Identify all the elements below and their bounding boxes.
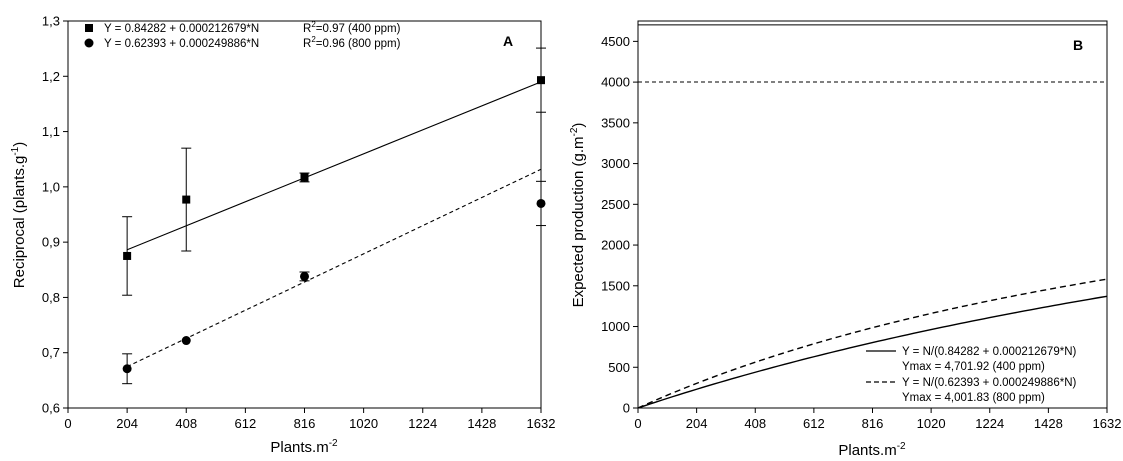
panel-a-y-tick-label: 0,9 [42, 235, 60, 250]
panel-a-ylabel-main: Reciprocal (plants.g [11, 156, 28, 289]
panel-b-x-tick-label: 1020 [917, 416, 946, 431]
panel-a-fit-line-1 [126, 81, 542, 251]
panel-a-y-tick-label: 1,0 [42, 179, 60, 194]
panel-a-point-circle [536, 198, 546, 208]
panel-a-legend-r2-1-prefix: R [303, 23, 311, 35]
panel-b-x-tick-label: 612 [803, 416, 825, 431]
panel-a-legend-marker-square [85, 24, 93, 32]
panel-b-legend-ymax-2: Ymax = 4,001.83 (800 ppm) [902, 392, 1045, 404]
panel-a-label: A [503, 33, 513, 49]
panel-b-y-tick-label: 4000 [601, 75, 630, 90]
panel-a: 0 204 408 612 816 1020 1224 1428 1632 0,6 0,7 0,8 0,… [42, 14, 556, 432]
panel-b-x-tick-label: 408 [744, 416, 766, 431]
panel-a-x-tick-label: 204 [116, 416, 138, 431]
panel-a-x-tick-label: 408 [175, 416, 197, 431]
panel-b: 0 204 408 612 816 1020 1224 1428 1632 0 500 1000 150… [601, 24, 1122, 431]
panel-b-y-tick-label: 3500 [601, 115, 630, 130]
panel-b-label: B [1073, 37, 1083, 53]
panel-b-x-tick-label: 816 [862, 416, 884, 431]
panel-b-xlabel-main: Plants.m [838, 442, 896, 459]
panel-b-x-axis-title: Plants.m-2 [838, 441, 906, 459]
panel-b-ylabel-main: Expected production (g.m [570, 136, 587, 307]
panel-b-xlabel-sup: -2 [897, 441, 906, 452]
panel-a-point-square [182, 195, 191, 204]
panel-b-ylabel-sup: -2 [569, 127, 580, 136]
panel-a-y-tick-label: 1,2 [42, 69, 60, 84]
panel-b-y-tick-label: 1500 [601, 278, 630, 293]
panel-b-x-tick-label: 204 [686, 416, 708, 431]
panel-b-y-tick-label: 4500 [601, 34, 630, 49]
panel-a-x-tick-label: 816 [294, 416, 316, 431]
panel-b-y-tick-label: 500 [608, 360, 630, 375]
panel-b-x-tick-label: 1428 [1034, 416, 1063, 431]
panel-a-x-tick-label: 1020 [349, 416, 378, 431]
panel-a-xlabel-sup: -2 [329, 438, 338, 449]
panel-a-legend-eq-2: Y = 0.62393 + 0.000249886*N [104, 38, 259, 50]
panel-a-legend-r2-1-suffix: =0.97 (400 ppm) [316, 23, 401, 35]
panel-a-legend: Y = 0.84282 + 0.000212679*N R2=0.97 (400… [84, 20, 401, 50]
panel-b-legend: Y = N/(0.84282 + 0.000212679*N) Ymax = 4… [866, 346, 1077, 404]
panel-a-legend-marker-circle [84, 38, 94, 48]
panel-a-x-tick-label: 1428 [467, 416, 496, 431]
panel-b-y-tick-label: 2000 [601, 238, 630, 253]
panel-a-point-square [537, 76, 545, 85]
panel-a-point-circle [122, 364, 132, 374]
panel-a-legend-r2-1-sup: 2 [311, 20, 316, 29]
panel-a-legend-r2-2-suffix: =0.96 (800 ppm) [316, 38, 401, 50]
panel-a-y-tick-label: 1,3 [42, 14, 60, 29]
panel-b-y-tick-label: 3000 [601, 156, 630, 171]
panel-a-legend-r2-1: R2=0.97 (400 ppm) [303, 20, 401, 35]
panel-b-y-tick-label: 1000 [601, 319, 630, 334]
panel-a-legend-r2-2-prefix: R [303, 38, 311, 50]
panel-a-x-tick-label: 612 [235, 416, 257, 431]
panel-a-xlabel-main: Plants.m [270, 439, 328, 456]
panel-a-legend-r2-2: R2=0.96 (800 ppm) [303, 35, 401, 50]
panel-a-x-axis-title: Plants.m-2 [270, 438, 338, 456]
panel-a-y-axis-title: Reciprocal (plants.g-1) [10, 142, 28, 288]
panel-b-curve-2 [637, 278, 1108, 409]
panel-a-x-tick-label: 1632 [527, 416, 556, 431]
panel-a-ylabel-end: ) [11, 142, 28, 147]
panel-a-point-circle [181, 336, 191, 346]
panel-a-legend-r2-2-sup: 2 [311, 35, 316, 44]
panel-b-x-tick-label: 1632 [1093, 416, 1122, 431]
panel-a-legend-eq-1: Y = 0.84282 + 0.000212679*N [104, 23, 259, 35]
panel-a-x-tick-label: 0 [64, 416, 71, 431]
panel-a-point-square [300, 173, 309, 182]
panel-b-y-tick-label: 2500 [601, 197, 630, 212]
panel-b-x-tick-label: 0 [634, 416, 641, 431]
panel-b-x-tick-label: 1224 [975, 416, 1004, 431]
panel-b-curve-1 [637, 295, 1108, 409]
panel-a-y-tick-label: 0,7 [42, 345, 60, 360]
panel-a-point-square [123, 251, 132, 260]
panel-a-point-circle [300, 271, 309, 281]
panel-a-ylabel-sup: -1 [10, 146, 21, 155]
panel-b-y-axis-title: Expected production (g.m-2) [569, 123, 587, 308]
panel-a-x-tick-label: 1224 [408, 416, 437, 431]
panel-a-frame [67, 20, 542, 409]
panel-b-legend-ymax-1: Ymax = 4,701.92 (400 ppm) [902, 361, 1045, 373]
panel-a-y-tick-label: 0,8 [42, 290, 60, 305]
panel-a-y-tick-label: 1,1 [42, 124, 60, 139]
panel-b-ylabel-end: ) [570, 123, 587, 128]
panel-b-y-tick-label: 0 [623, 401, 630, 416]
panel-a-y-tick-label: 0,6 [42, 401, 60, 416]
panel-b-legend-eq-1: Y = N/(0.84282 + 0.000212679*N) [902, 346, 1077, 358]
panel-b-legend-eq-2: Y = N/(0.62393 + 0.000249886*N) [902, 377, 1077, 389]
